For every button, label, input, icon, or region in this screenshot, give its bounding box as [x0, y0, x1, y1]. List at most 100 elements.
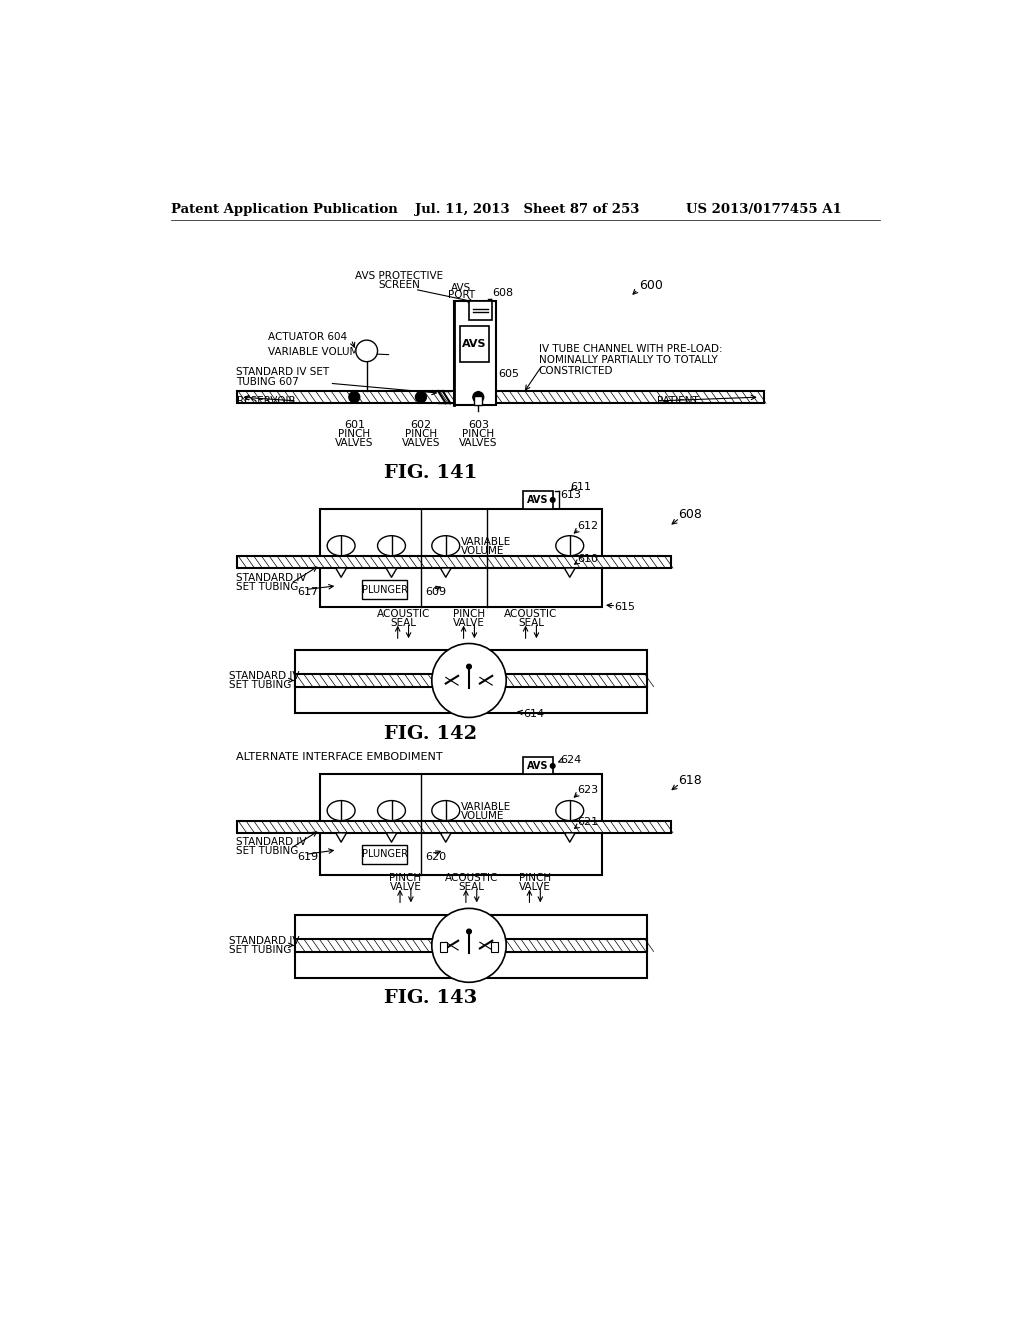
Text: 609: 609: [425, 587, 445, 597]
Text: 617: 617: [297, 587, 318, 597]
Text: 605: 605: [499, 370, 519, 379]
Text: CONSTRICTED: CONSTRICTED: [539, 366, 613, 376]
Ellipse shape: [328, 800, 355, 821]
Ellipse shape: [556, 800, 584, 821]
Text: VALVE: VALVE: [453, 618, 485, 628]
Text: ACOUSTIC: ACOUSTIC: [377, 609, 430, 619]
Circle shape: [349, 392, 359, 403]
Circle shape: [432, 644, 506, 718]
Text: SET TUBING: SET TUBING: [228, 680, 291, 690]
Ellipse shape: [432, 800, 460, 821]
Polygon shape: [386, 568, 397, 577]
Text: 615: 615: [614, 602, 636, 612]
Text: 608: 608: [493, 288, 513, 298]
Text: 610: 610: [578, 554, 598, 564]
Text: PINCH: PINCH: [462, 429, 495, 440]
Text: VALVES: VALVES: [335, 438, 374, 447]
Text: 608: 608: [678, 508, 702, 521]
Text: RESERVOIR: RESERVOIR: [237, 396, 295, 407]
Text: NOMINALLY PARTIALLY TO TOTALLY: NOMINALLY PARTIALLY TO TOTALLY: [539, 355, 718, 366]
Text: 618: 618: [678, 774, 702, 787]
Text: 603: 603: [468, 420, 488, 430]
Text: AVS: AVS: [527, 760, 549, 771]
Text: AVS PROTECTIVE: AVS PROTECTIVE: [355, 271, 443, 281]
Circle shape: [467, 664, 471, 669]
Bar: [362, 581, 407, 599]
Text: AVS: AVS: [462, 339, 486, 350]
Text: VALVE: VALVE: [389, 882, 422, 892]
Text: PINCH: PINCH: [389, 873, 422, 883]
Text: STANDARD IV: STANDARD IV: [228, 671, 299, 681]
Ellipse shape: [328, 536, 355, 556]
Bar: [237, 391, 764, 404]
Text: US 2013/0177455 A1: US 2013/0177455 A1: [686, 203, 842, 216]
Text: STANDARD IV: STANDARD IV: [237, 573, 307, 583]
Bar: [321, 508, 602, 607]
Text: PINCH: PINCH: [519, 873, 551, 883]
Circle shape: [432, 908, 506, 982]
Circle shape: [356, 341, 378, 362]
Polygon shape: [336, 833, 346, 842]
Bar: [295, 649, 647, 713]
Text: IV TUBE CHANNEL WITH PRE-LOAD:: IV TUBE CHANNEL WITH PRE-LOAD:: [539, 345, 722, 354]
Text: 600: 600: [640, 279, 664, 292]
Bar: [295, 675, 647, 686]
Bar: [523, 758, 553, 775]
Text: FIG. 142: FIG. 142: [384, 726, 477, 743]
Bar: [460, 326, 489, 363]
Text: VALVES: VALVES: [401, 438, 440, 447]
Text: AVS: AVS: [527, 495, 549, 504]
Text: 612: 612: [578, 520, 599, 531]
Circle shape: [416, 392, 426, 403]
Ellipse shape: [378, 536, 406, 556]
Text: SET TUBING: SET TUBING: [237, 846, 299, 857]
Text: STANDARD IV SET: STANDARD IV SET: [237, 367, 330, 378]
Text: FIG. 143: FIG. 143: [384, 989, 477, 1007]
Text: PATIENT: PATIENT: [656, 396, 698, 407]
Bar: [362, 845, 407, 863]
Text: SEAL: SEAL: [390, 618, 416, 628]
Bar: [295, 940, 647, 952]
Bar: [237, 556, 671, 568]
Text: 613: 613: [560, 490, 582, 500]
Text: FIG. 141: FIG. 141: [384, 463, 477, 482]
Text: 616: 616: [362, 587, 384, 597]
Polygon shape: [440, 833, 452, 842]
Text: VALVE: VALVE: [519, 882, 551, 892]
Text: VARIABLE: VARIABLE: [461, 537, 512, 546]
Text: 619: 619: [297, 851, 318, 862]
Polygon shape: [336, 568, 346, 577]
Ellipse shape: [432, 536, 460, 556]
Ellipse shape: [378, 800, 406, 821]
Polygon shape: [564, 833, 575, 842]
Text: STANDARD IV: STANDARD IV: [228, 936, 299, 945]
Polygon shape: [386, 833, 397, 842]
Text: 614: 614: [523, 709, 545, 719]
Circle shape: [550, 498, 555, 502]
Text: ACOUSTIC: ACOUSTIC: [504, 609, 558, 619]
Text: 611: 611: [570, 482, 592, 492]
Circle shape: [467, 929, 471, 933]
Text: SET TUBING: SET TUBING: [228, 945, 291, 954]
Text: PLUNGER: PLUNGER: [361, 850, 408, 859]
Circle shape: [473, 392, 483, 403]
Bar: [523, 491, 553, 508]
Bar: [295, 915, 647, 978]
Text: 621: 621: [578, 817, 599, 828]
Text: 601: 601: [344, 420, 365, 430]
Bar: [490, 942, 499, 952]
Text: VALVES: VALVES: [459, 438, 498, 447]
Bar: [469, 301, 493, 321]
Text: ACOUSTIC: ACOUSTIC: [444, 873, 498, 883]
Text: SEAL: SEAL: [518, 618, 544, 628]
Text: 623: 623: [578, 785, 599, 795]
Text: SEAL: SEAL: [459, 882, 484, 892]
Text: STANDARD IV: STANDARD IV: [237, 837, 307, 847]
Text: VOLUME: VOLUME: [461, 546, 505, 556]
Bar: [439, 942, 447, 952]
Text: PINCH: PINCH: [453, 609, 485, 619]
Text: 620: 620: [425, 851, 445, 862]
Text: ALTERNATE INTERFACE EMBODIMENT: ALTERNATE INTERFACE EMBODIMENT: [237, 752, 443, 763]
Text: VARIABLE: VARIABLE: [461, 801, 512, 812]
Ellipse shape: [556, 536, 584, 556]
